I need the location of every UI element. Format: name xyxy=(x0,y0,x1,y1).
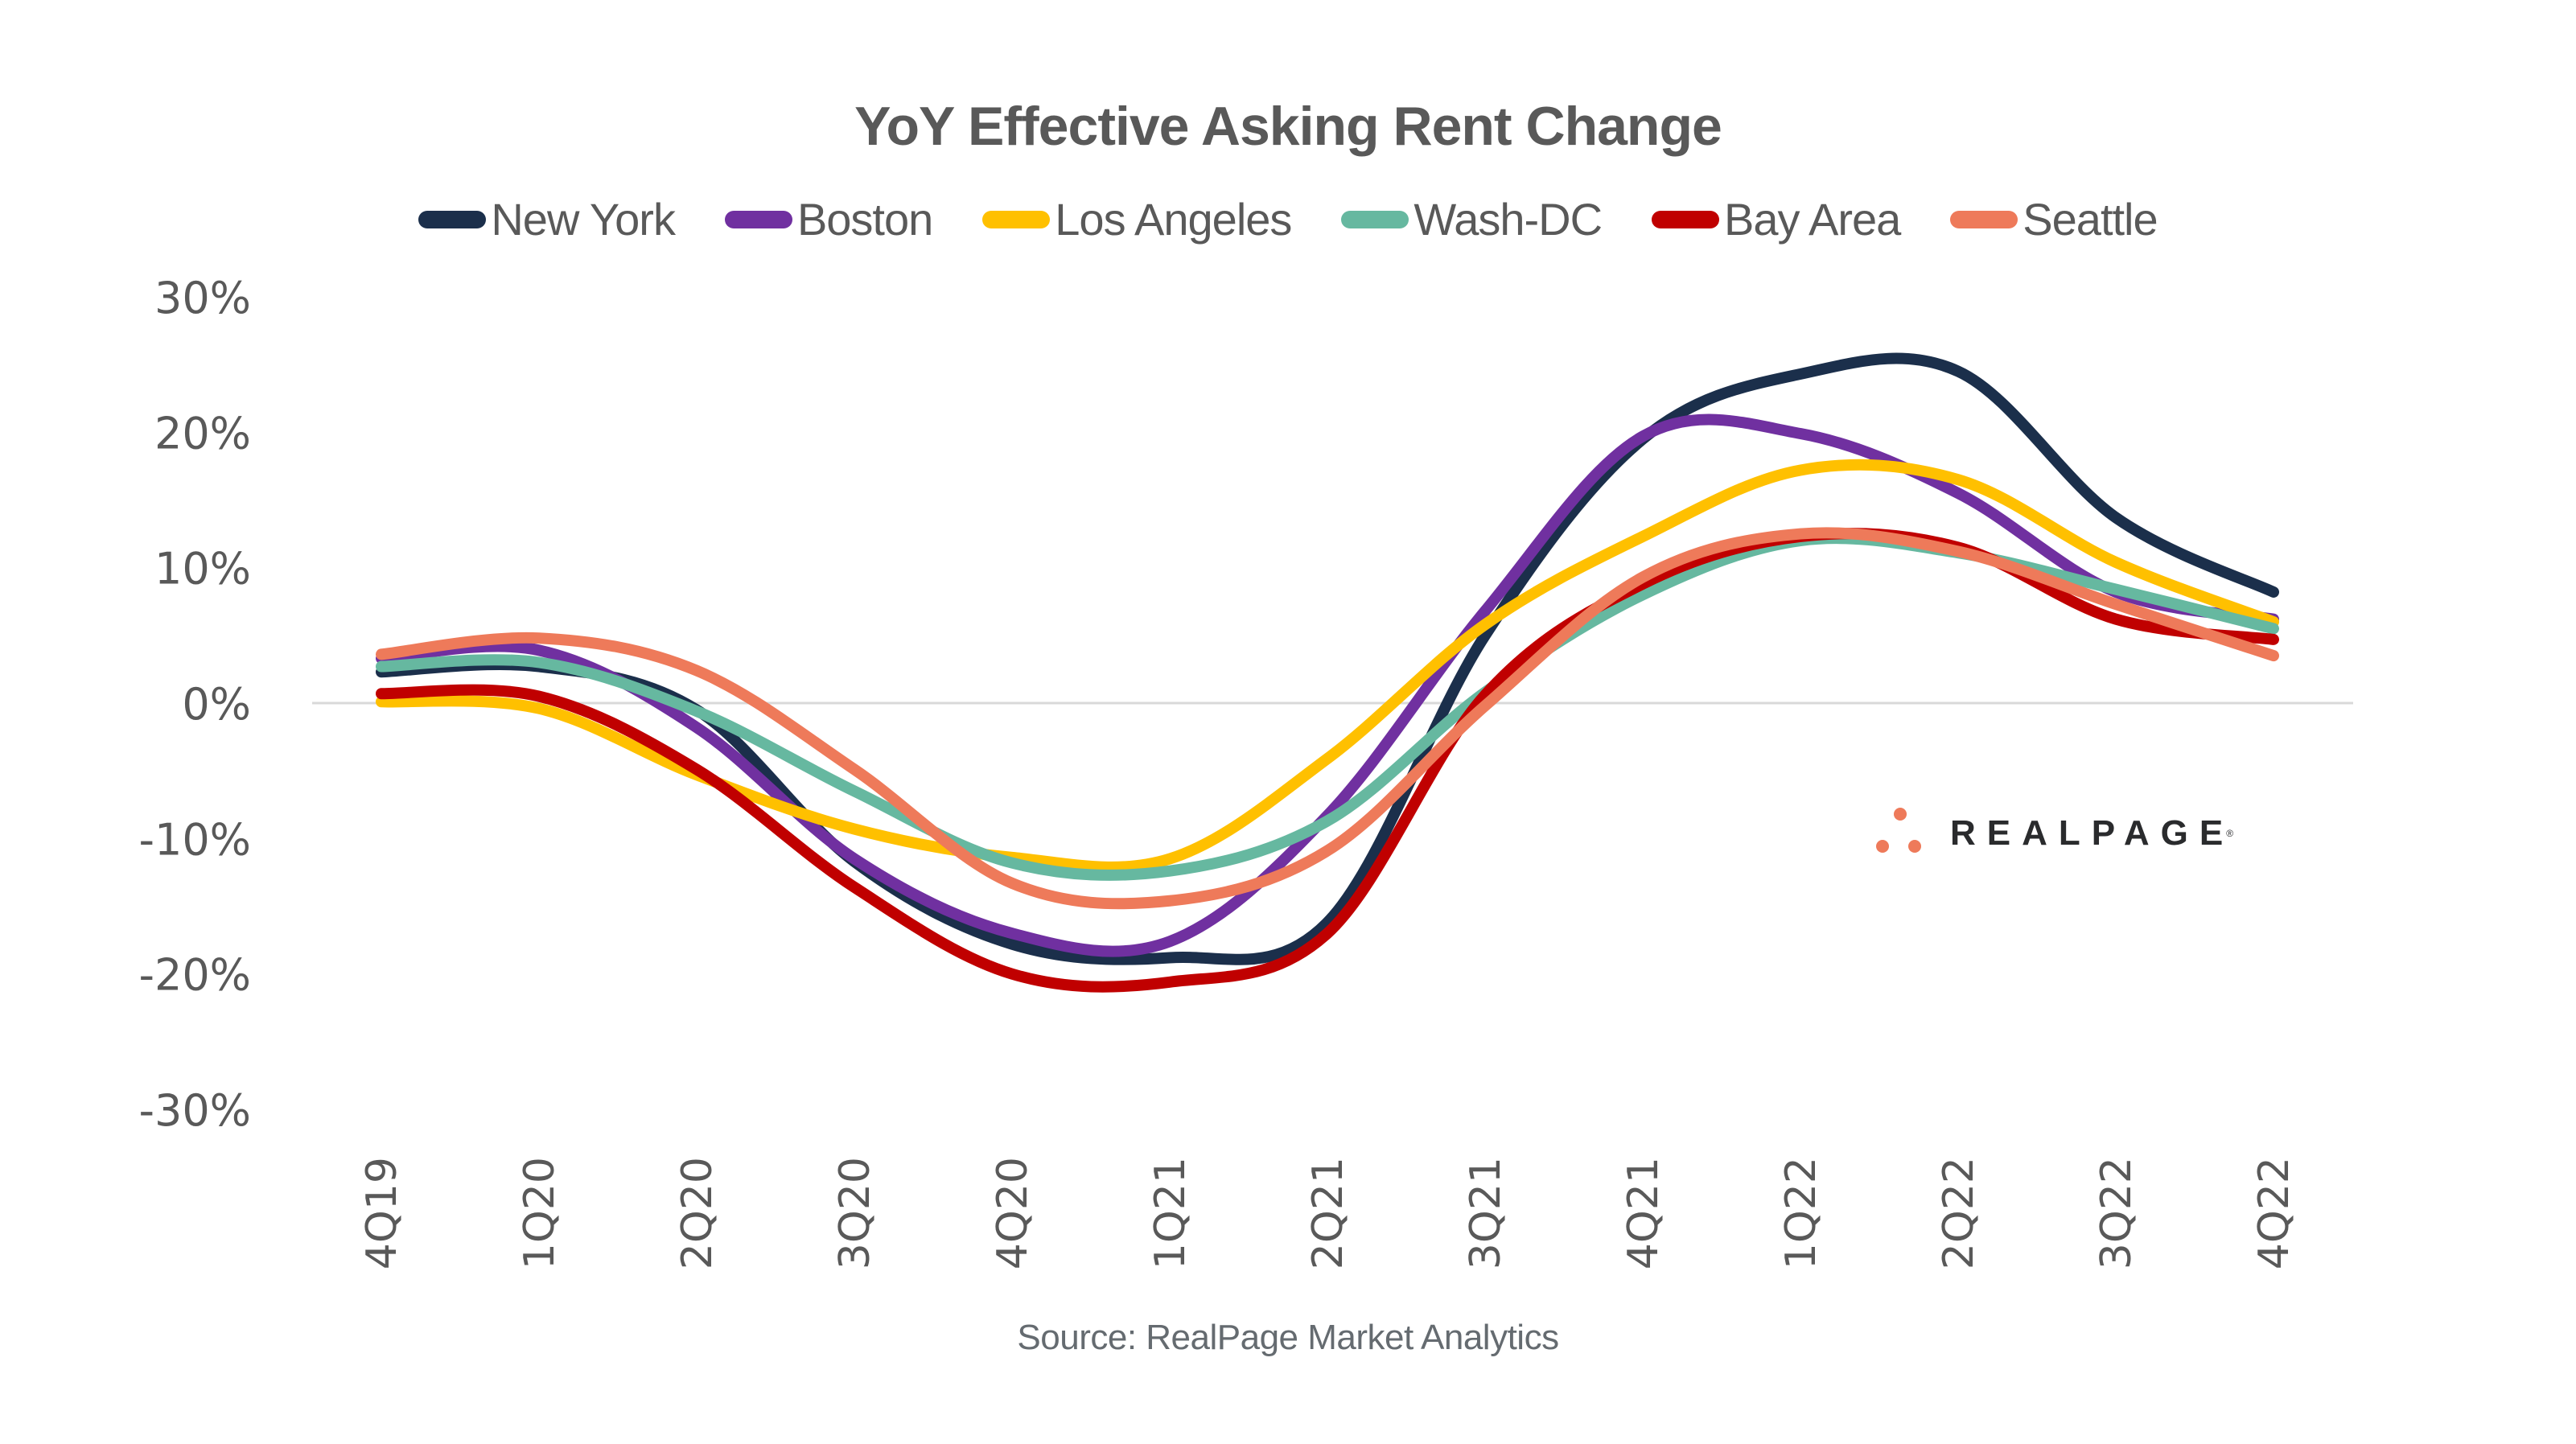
x-tick-label: 1Q22 xyxy=(1777,1157,1825,1269)
series-los-angeles xyxy=(376,459,2279,873)
x-tick-label: 3Q22 xyxy=(2092,1157,2141,1269)
legend-item-seattle: Seattle xyxy=(1950,193,2158,245)
x-tick-label: 1Q21 xyxy=(1146,1157,1195,1269)
series-line-seattle xyxy=(376,527,2279,910)
legend-item-wash-dc: Wash-DC xyxy=(1341,193,1603,245)
x-tick-label: 4Q20 xyxy=(989,1157,1037,1269)
logo-text: REALPAGE xyxy=(1950,813,2235,853)
legend-label: Boston xyxy=(796,194,933,245)
series-lines xyxy=(376,352,2279,993)
chart-title: YoY Effective Asking Rent Change xyxy=(854,96,1722,157)
legend-item-los-angeles: Los Angeles xyxy=(982,193,1292,245)
source-note: Source: RealPage Market Analytics xyxy=(1017,1318,1559,1357)
series-boston xyxy=(376,413,2279,957)
legend-label: Wash-DC xyxy=(1414,194,1603,245)
series-line-los-angeles xyxy=(376,459,2279,873)
x-tick-label: 4Q21 xyxy=(1619,1157,1668,1269)
x-tick-label: 2Q20 xyxy=(673,1157,722,1269)
legend-swatch xyxy=(1341,210,1409,228)
legend-label: New York xyxy=(491,194,676,245)
realpage-logo: REALPAGE ® xyxy=(1876,808,2233,859)
legend-swatch xyxy=(418,210,487,228)
legend-label: Seattle xyxy=(2023,194,2158,245)
legend-swatch xyxy=(1652,210,1720,228)
legend-swatch xyxy=(724,210,792,228)
series-seattle xyxy=(376,527,2279,910)
legend-item-new-york: New York xyxy=(418,193,676,245)
logo-registered-mark: ® xyxy=(2226,828,2234,839)
y-tick-label: 0% xyxy=(182,679,251,730)
x-tick-label: 4Q19 xyxy=(358,1157,406,1269)
y-tick-label: 10% xyxy=(154,544,251,594)
logo-dots-icon xyxy=(1876,808,1932,859)
legend-swatch xyxy=(1950,210,2018,228)
x-tick-label: 4Q22 xyxy=(2250,1157,2298,1269)
x-tick-label: 3Q21 xyxy=(1462,1157,1510,1269)
legend-label: Bay Area xyxy=(1724,194,1901,245)
y-axis: 30% 20% 10% 0% -10% -20% -30% xyxy=(138,273,251,1136)
legend-item-boston: Boston xyxy=(724,193,933,245)
legend: New York Boston Los Angeles Wash-DC Bay Area… xyxy=(0,193,2576,245)
y-tick-label: 30% xyxy=(154,273,251,323)
y-tick-label: -30% xyxy=(138,1085,251,1136)
legend-swatch xyxy=(982,210,1051,228)
series-line-boston xyxy=(376,413,2279,957)
y-tick-label: -20% xyxy=(138,950,251,1001)
y-tick-label: -10% xyxy=(138,814,251,865)
x-tick-label: 3Q20 xyxy=(831,1157,879,1269)
x-tick-label: 2Q22 xyxy=(1935,1157,1983,1269)
x-tick-label: 1Q20 xyxy=(516,1157,564,1269)
y-tick-label: 20% xyxy=(154,408,251,459)
x-axis: 4Q19 1Q20 2Q20 3Q20 4Q20 1Q21 2Q21 3Q21 4Q21 1Q22… xyxy=(358,1157,2298,1269)
legend-label: Los Angeles xyxy=(1055,194,1292,245)
legend-item-bay-area: Bay Area xyxy=(1652,193,1901,245)
x-tick-label: 2Q21 xyxy=(1304,1157,1352,1269)
